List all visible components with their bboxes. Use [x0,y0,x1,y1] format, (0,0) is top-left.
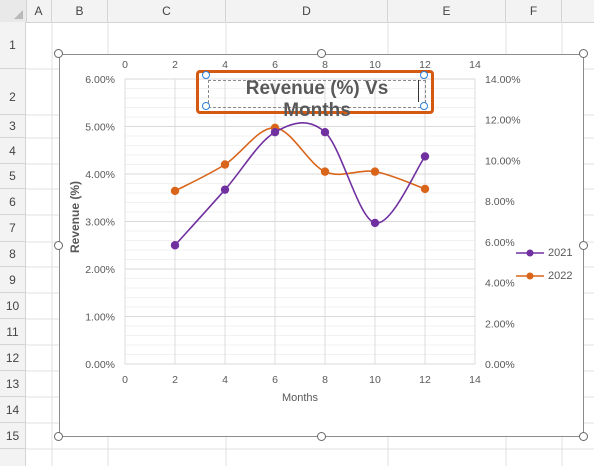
data-point-2021-6 [270,128,280,137]
chart-title[interactable]: Revenue (%) Vs Months [245,78,389,121]
chart-resize-handle-bl[interactable] [54,432,63,441]
select-all-icon [14,10,23,19]
x-tick-label-top: 10 [369,59,381,71]
y-tick-label-primary: 0.00% [85,359,115,371]
row-header-5[interactable]: 5 [0,164,26,189]
data-point-2022-10 [370,167,380,176]
series-line-2022 [174,127,426,192]
row-header-7[interactable]: 7 [0,215,26,242]
x-tick-label-top: 4 [222,59,228,71]
y-tick-label-secondary: 10.00% [485,155,521,167]
title-resize-handle-br[interactable] [420,102,428,110]
chart-resize-handle-left[interactable] [54,241,63,250]
row-header-3[interactable]: 3 [0,115,26,138]
row-header-9[interactable]: 9 [0,267,26,293]
column-header-c[interactable]: C [108,0,226,22]
x-tick-label-bottom: 12 [419,374,431,386]
data-point-2021-12 [420,152,430,161]
row-header-6[interactable]: 6 [0,189,26,215]
data-point-2021-8 [320,128,330,137]
y-tick-label-secondary: 0.00% [485,359,515,371]
x-tick-label-top: 8 [322,59,328,71]
y-tick-label-primary: 4.00% [85,169,115,181]
x-tick-label-bottom: 6 [272,374,278,386]
row-header-2[interactable]: 2 [0,69,26,115]
x-tick-label-bottom: 2 [172,374,178,386]
row-header-1[interactable]: 1 [0,22,26,69]
y-tick-label-secondary: 4.00% [485,278,515,290]
row-header-11[interactable]: 11 [0,319,26,345]
title-resize-handle-bl[interactable] [202,102,210,110]
y-tick-label-primary: 6.00% [85,74,115,86]
legend-markers [516,249,544,280]
x-axis-title[interactable]: Months [281,392,319,404]
x-tick-label-top: 6 [272,59,278,71]
data-point-2021-4 [220,185,230,194]
x-tick-label-bottom: 4 [222,374,228,386]
y-tick-label-secondary: 14.00% [485,74,521,86]
chart-resize-handle-right[interactable] [579,241,588,250]
chart-resize-handle-br[interactable] [579,432,588,441]
chart-resize-handle-top[interactable] [317,49,326,58]
data-point-2021-2 [170,241,180,250]
row-header-10[interactable]: 10 [0,293,26,319]
x-tick-label-bottom: 8 [322,374,328,386]
y-tick-label-primary: 1.00% [85,312,115,324]
legend-item-2021[interactable]: 2021 [548,247,573,259]
chart-resize-handle-bottom[interactable] [317,432,326,441]
column-header-d[interactable]: D [226,0,388,22]
y-tick-label-primary: 3.00% [85,217,115,229]
data-point-2022-12 [420,184,430,194]
x-tick-label-top: 14 [469,59,481,71]
x-tick-label-top: 0 [122,59,128,71]
y-tick-label-primary: 5.00% [85,122,115,134]
column-header-b[interactable]: B [52,0,108,22]
y-tick-label-secondary: 2.00% [485,318,515,330]
row-header-4[interactable]: 4 [0,138,26,164]
y-axis-title[interactable]: Revenue (%) [68,180,82,254]
title-resize-handle-tl[interactable] [202,71,210,79]
title-resize-handle-tr[interactable] [420,71,428,79]
row-header-15[interactable]: 15 [0,423,26,449]
column-header-e[interactable]: E [388,0,506,22]
data-point-2021-10 [370,218,380,228]
data-point-2022-8 [320,167,330,176]
row-header-14[interactable]: 14 [0,397,26,423]
chart-resize-handle-tr[interactable] [579,49,588,58]
y-tick-label-secondary: 12.00% [485,115,521,127]
data-point-2022-4 [220,160,230,169]
row-header-8[interactable]: 8 [0,242,26,267]
x-tick-label-bottom: 14 [469,374,481,386]
y-tick-label-secondary: 8.00% [485,196,515,208]
data-point-2022-2 [170,186,180,196]
row-header-16[interactable] [0,449,26,466]
row-header-12[interactable]: 12 [0,345,26,371]
column-header-a[interactable]: A [26,0,52,22]
x-tick-label-bottom: 0 [122,374,128,386]
x-tick-label-top: 2 [172,59,178,71]
chart-title-highlight [196,70,434,114]
select-all-corner[interactable] [0,0,27,22]
x-tick-label-top: 12 [419,59,431,71]
column-header-f[interactable]: F [506,0,562,22]
series-line-2021 [174,122,426,246]
column-header-row: A B C D E F [0,0,594,23]
x-tick-label-bottom: 10 [369,374,381,386]
y-tick-label-primary: 2.00% [85,264,115,276]
legend-item-2022[interactable]: 2022 [548,270,573,282]
text-cursor [418,80,419,102]
y-tick-label-secondary: 6.00% [485,237,515,249]
chart-area[interactable] [59,54,584,437]
chart-resize-handle-tl[interactable] [54,49,63,58]
chart-title-selection [208,80,426,108]
row-header-13[interactable]: 13 [0,371,26,397]
